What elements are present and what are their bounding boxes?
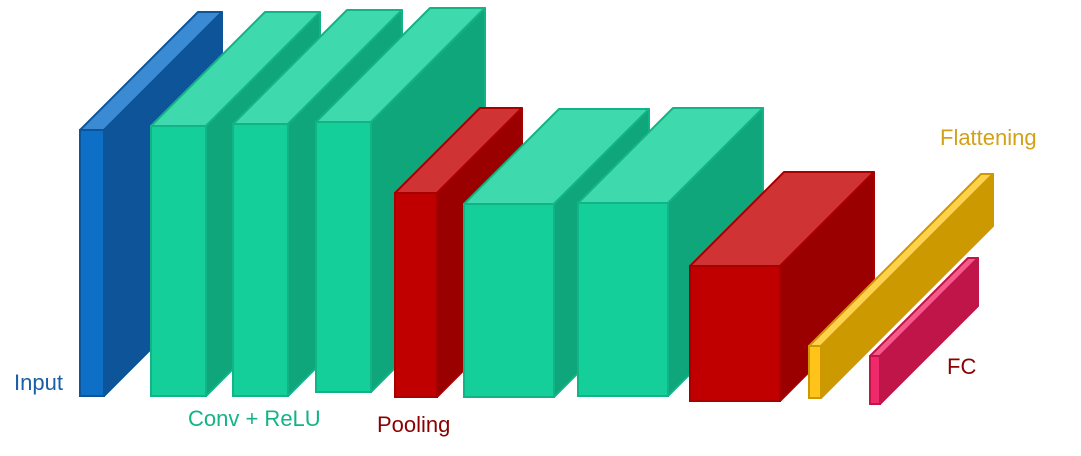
fc-block-front-face (869, 355, 881, 405)
conv-relu-block-1-front-face (150, 125, 207, 397)
pooling-label: Pooling (377, 412, 450, 437)
pooling-block-1-front-face (394, 192, 438, 398)
input-layer-block-front-face (79, 129, 105, 397)
layer-blocks (79, 7, 994, 405)
pooling-block-2 (689, 171, 875, 402)
flattening-block (808, 173, 994, 399)
conv-relu-block-5-front-face (577, 202, 669, 397)
fc-label: FC (947, 354, 976, 379)
conv-relu-block-2-front-face (232, 123, 289, 397)
pooling-block-2-front-face (689, 265, 781, 402)
flattening-label: Flattening (940, 125, 1037, 150)
conv-relu-block-3-front-face (315, 121, 372, 393)
conv-relu-label: Conv + ReLU (188, 406, 321, 431)
input-label: Input (14, 370, 63, 395)
flattening-block-front-face (808, 345, 822, 399)
conv-relu-block-4-front-face (463, 203, 555, 398)
fc-block (869, 257, 979, 405)
